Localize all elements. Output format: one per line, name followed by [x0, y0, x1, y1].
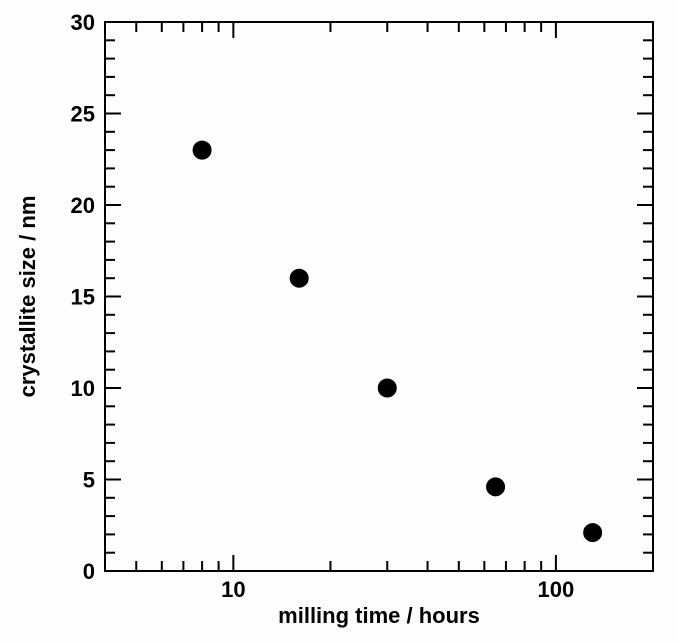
data-point: [487, 478, 505, 496]
y-tick-label: 20: [71, 193, 95, 218]
scatter-chart-svg: 0 5 10 15 20 25 30 10 100 milling time / hours cry…: [0, 0, 678, 643]
y-axis-label: crystallite size / nm: [15, 196, 40, 398]
x-tick-label: 10: [221, 577, 245, 602]
y-tick-label: 0: [83, 559, 95, 584]
data-point: [378, 379, 396, 397]
data-point: [584, 524, 602, 542]
data-point: [290, 269, 308, 287]
x-axis-label: milling time / hours: [278, 603, 480, 628]
data-point: [193, 141, 211, 159]
y-tick-label: 5: [83, 468, 95, 493]
chart-figure: 0 5 10 15 20 25 30 10 100 milling time / hours cry…: [0, 0, 678, 643]
y-tick-label: 30: [71, 10, 95, 35]
x-tick-label: 100: [538, 577, 575, 602]
y-tick-label: 10: [71, 376, 95, 401]
y-tick-label: 15: [71, 285, 95, 310]
y-tick-label: 25: [71, 102, 95, 127]
